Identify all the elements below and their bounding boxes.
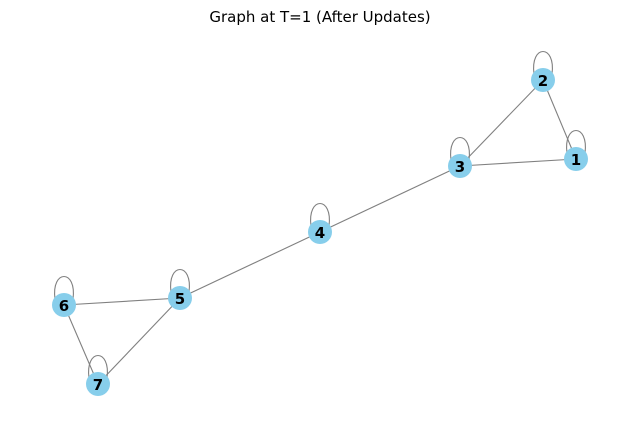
node-label-1: 1 bbox=[571, 151, 581, 169]
self-loop-1 bbox=[566, 129, 586, 154]
self-loop-4 bbox=[310, 202, 330, 227]
node-4: 4 bbox=[308, 220, 332, 244]
node-1: 1 bbox=[564, 147, 588, 171]
node-circle-1 bbox=[564, 147, 588, 171]
node-3: 3 bbox=[448, 154, 472, 178]
self-loop-6 bbox=[54, 275, 74, 300]
node-label-3: 3 bbox=[455, 158, 465, 176]
edge-6-7 bbox=[63, 304, 99, 385]
node-2: 2 bbox=[531, 68, 555, 92]
node-5: 5 bbox=[168, 286, 192, 310]
self-loop-7 bbox=[88, 354, 108, 379]
node-label-4: 4 bbox=[315, 224, 325, 242]
node-circle-7 bbox=[86, 372, 110, 396]
self-loop-5 bbox=[170, 268, 190, 293]
edges-layer bbox=[54, 50, 586, 385]
node-label-6: 6 bbox=[59, 297, 69, 315]
node-circle-3 bbox=[448, 154, 472, 178]
graph-title: Graph at T=1 (After Updates) bbox=[209, 8, 431, 26]
node-circle-5 bbox=[168, 286, 192, 310]
node-circle-4 bbox=[308, 220, 332, 244]
edge-1-2 bbox=[542, 79, 577, 160]
nodes-layer: 1 2 3 4 5 6 7 bbox=[52, 68, 588, 396]
node-circle-2 bbox=[531, 68, 555, 92]
self-loop-2 bbox=[533, 50, 553, 75]
node-circle-6 bbox=[52, 293, 76, 317]
self-loop-3 bbox=[450, 136, 470, 161]
edge-4-5 bbox=[179, 231, 321, 299]
edge-7-5 bbox=[97, 297, 181, 385]
edge-3-4 bbox=[319, 165, 461, 233]
edge-5-6 bbox=[63, 297, 181, 306]
edge-3-1 bbox=[459, 158, 577, 167]
edge-2-3 bbox=[459, 79, 544, 167]
node-6: 6 bbox=[52, 293, 76, 317]
node-label-7: 7 bbox=[93, 376, 103, 394]
node-label-5: 5 bbox=[175, 290, 185, 308]
node-7: 7 bbox=[86, 372, 110, 396]
node-label-2: 2 bbox=[538, 72, 548, 90]
